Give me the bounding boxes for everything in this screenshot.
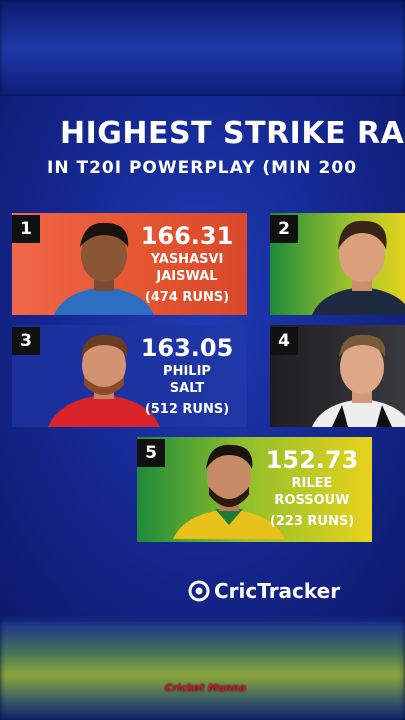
player-photo bbox=[312, 220, 405, 315]
watermark: Cricket Munna bbox=[165, 683, 247, 694]
player-name: SALT bbox=[169, 381, 205, 396]
runs: (474 RUNS) bbox=[144, 290, 230, 305]
player-photo bbox=[312, 334, 405, 427]
player-photo bbox=[54, 222, 154, 315]
rank: 3 bbox=[12, 327, 40, 355]
rank: 4 bbox=[270, 327, 298, 355]
stats: 166.31 YASHASVI JAISWAL (474 RUNS) bbox=[137, 221, 237, 306]
stats: 163.05 PHILIP SALT (512 RUNS) bbox=[137, 333, 237, 418]
player-name: RILEE bbox=[291, 476, 333, 491]
blurred-background bbox=[0, 0, 405, 96]
player-name: JAISWAL bbox=[156, 269, 218, 284]
strike-rate: 152.73 bbox=[265, 446, 359, 474]
strike-rate: 163.05 bbox=[140, 334, 234, 362]
stats: 152.73 RILEE ROSSOUW (223 RUNS) bbox=[262, 445, 362, 530]
player-name: YASHASVI bbox=[150, 252, 224, 267]
rank: 1 bbox=[12, 215, 40, 243]
strike-rate: 166.31 bbox=[140, 222, 234, 250]
brand-logo: CricTracker bbox=[188, 578, 340, 604]
rank: 2 bbox=[270, 215, 298, 243]
player-card: 4 bbox=[270, 325, 405, 427]
player-card: 1 166.31 YASHASVI JAISWAL (474 RUNS) bbox=[12, 213, 247, 315]
player-name: ROSSOUW bbox=[274, 493, 350, 508]
title: HIGHEST STRIKE RA bbox=[60, 116, 405, 151]
subtitle: IN T20I POWERPLAY (MIN 200 bbox=[47, 158, 358, 178]
logo-icon bbox=[188, 580, 210, 602]
logo-text: CricTracker bbox=[214, 579, 341, 603]
blurred-background bbox=[0, 620, 405, 720]
runs: (223 RUNS) bbox=[269, 514, 355, 529]
player-photo bbox=[173, 444, 285, 539]
player-card: 2 bbox=[270, 213, 405, 315]
player-photo bbox=[48, 334, 160, 427]
rank: 5 bbox=[137, 439, 165, 467]
player-card: 3 163.05 PHILIP SALT (512 RUNS) bbox=[12, 325, 247, 427]
player-name: PHILIP bbox=[163, 364, 211, 379]
player-card: 5 152.73 RILEE ROSSOUW (223 RUNS) bbox=[137, 437, 372, 542]
runs: (512 RUNS) bbox=[144, 402, 230, 417]
